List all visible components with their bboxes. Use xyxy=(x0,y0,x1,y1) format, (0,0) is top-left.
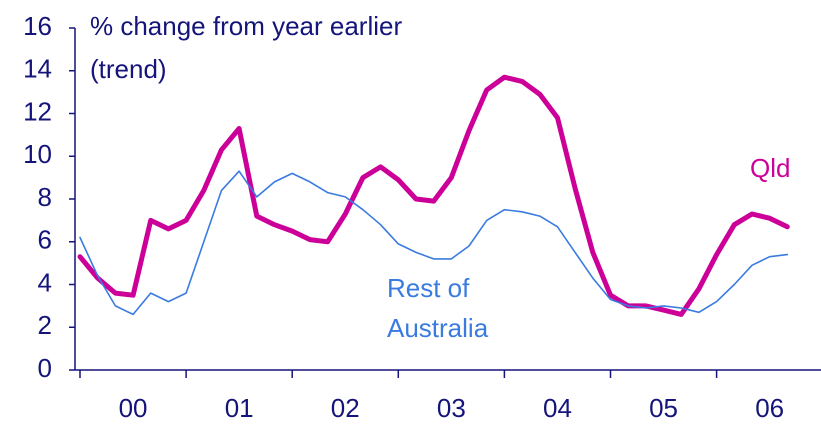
y-tick-label: 14 xyxy=(23,54,52,84)
x-tick-label: 03 xyxy=(437,393,466,423)
series-label: Qld xyxy=(750,153,791,183)
x-tick-label: 01 xyxy=(225,393,254,423)
y-tick-label: 12 xyxy=(23,96,52,126)
y-tick-label: 10 xyxy=(23,139,52,169)
x-tick-label: 04 xyxy=(543,393,572,423)
y-tick-label: 16 xyxy=(23,11,52,41)
y-tick-label: 2 xyxy=(38,310,52,340)
chart-subtitle: (trend) xyxy=(90,54,167,84)
y-tick-label: 0 xyxy=(38,353,52,383)
y-tick-label: 8 xyxy=(38,182,52,212)
y-tick-label: 6 xyxy=(38,225,52,255)
y-tick-label: 4 xyxy=(38,267,52,297)
chart-title: % change from year earlier xyxy=(90,11,402,41)
series-line xyxy=(79,170,789,316)
x-tick-label: 02 xyxy=(331,393,360,423)
series-line xyxy=(77,74,790,317)
x-tick-label: 06 xyxy=(755,393,784,423)
series-label: Rest of Australia xyxy=(387,273,489,343)
x-tick-label: 05 xyxy=(649,393,678,423)
x-tick-label: 00 xyxy=(119,393,148,423)
